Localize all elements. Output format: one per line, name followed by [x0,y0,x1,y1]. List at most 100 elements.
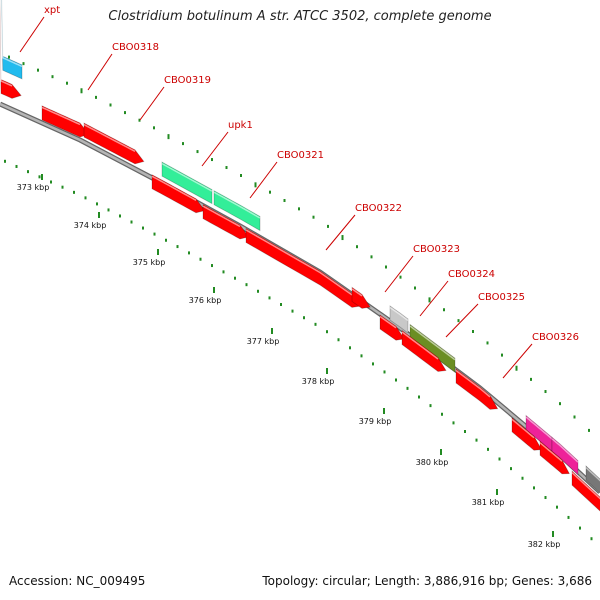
scale-label: 375 kbp [133,258,166,267]
gene-pink-2 [551,436,579,476]
inner-ruler-tick [464,430,466,433]
inner-ruler-tick [521,476,524,480]
gene-cbo0322-highlight [245,229,353,296]
inner-ruler-tick [590,537,593,541]
scale-major-tick [383,408,385,414]
gene-cbo0322-tail-highlight [351,288,363,297]
inner-ruler-tick [349,346,351,350]
outer-ruler-tick [37,68,39,72]
outer-ruler-tick [66,81,68,85]
gene-pink-2-highlight [551,438,579,463]
inner-ruler-tick [418,395,420,399]
inner-ruler-tick [199,257,202,261]
inner-ruler-tick [510,467,512,471]
scale-major-tick [440,449,442,455]
inner-ruler-tick [188,251,190,255]
inner-ruler-tick [383,370,386,374]
inner-ruler-tick [303,316,305,320]
label-leader-line [87,53,113,91]
outer-ruler-tick [385,265,387,269]
gene-label-cbo0322: CBO0322 [355,203,402,214]
inner-ruler-tick [153,232,156,236]
scale-major-tick [326,368,328,374]
gene-cbo0323 [389,305,409,334]
inner-ruler-tick [280,303,282,306]
gene-cbo0319-highlight [83,123,136,153]
gene-upk1 [161,161,213,205]
scale-label: 373 kbp [17,183,50,192]
gene-cbo0321-b-highlight [202,205,241,228]
outer-ruler-tick [225,166,228,170]
inner-ruler-tick [142,226,144,230]
gene-red-3-highlight [511,418,535,439]
gene-label-xpt: xpt [44,5,60,16]
scale-label: 377 kbp [247,337,280,346]
gene-label-cbo0326: CBO0326 [532,332,579,343]
inner-ruler-tick [498,457,501,461]
outer-ruler-tick [370,255,373,259]
label-leader-line [502,343,533,379]
inner-ruler-tick [107,208,110,212]
label-leader-line [384,255,414,293]
outer-ruler-tick [138,118,141,122]
gene-gray-edge [585,465,600,494]
inner-ruler-tick [475,438,478,442]
gene-red-4-highlight [539,442,563,462]
outer-ruler-tick [283,199,286,203]
outer-ruler-tick [124,111,126,115]
scale-major-tick [157,249,159,255]
outer-ruler-tick [312,215,315,219]
gene-red-edge-2 [571,470,600,512]
outer-ruler-tick [443,308,445,312]
gene-upk1-b [213,190,261,232]
inner-ruler-tick [487,447,489,451]
outer-ruler-tick [559,402,561,406]
inner-ruler-tick [73,190,75,194]
inner-ruler-tick [314,322,317,326]
inner-ruler-tick [84,196,87,200]
outer-ruler-tick [486,341,489,345]
label-leader-line [419,280,449,317]
label-leader-line [201,131,229,167]
gene-label-cbo0325: CBO0325 [478,292,525,303]
gene-upk1-b-highlight [213,191,261,219]
gene-cbo0326-highlight [455,369,491,398]
outer-ruler-tick [573,415,576,419]
scale-label: 380 kbp [416,458,449,467]
scale-label: 374 kbp [74,221,107,230]
outer-ruler-tick [544,390,547,394]
inner-ruler-tick [38,175,41,179]
inner-ruler-tick [441,412,443,416]
gene-cbo0324-r-highlight [379,315,397,329]
outer-ruler-tick [153,126,155,130]
gene-label-cbo0318: CBO0318 [112,42,159,53]
outer-ruler-tick [356,245,358,249]
gene-label-cbo0321: CBO0321 [277,150,324,161]
label-leader-line [325,214,356,251]
inner-ruler-tick [291,309,294,313]
outer-ruler-tick [399,275,402,279]
inner-ruler-tick [533,486,535,490]
inner-ruler-tick [372,362,374,366]
gene-red-edge-highlight [0,0,13,87]
outer-ruler-tick [8,55,10,59]
outer-ruler-tick [530,377,532,381]
outer-ruler-tick [457,319,460,323]
label-leader-line [445,303,479,338]
outer-ruler-tick [298,207,300,211]
inner-ruler-tick [567,515,570,519]
gene-label-upk1: upk1 [228,120,253,131]
scale-major-tick [496,489,498,495]
accession-text: Accession: NC_009495 [9,574,146,588]
outer-ruler-tick [182,142,184,146]
label-leader-line [139,86,165,121]
gene-cbo0321 [151,174,206,214]
inner-ruler-tick [119,214,121,218]
gene-label-cbo0324: CBO0324 [448,269,495,280]
outer-ruler-tick [211,158,213,162]
inner-ruler-tick [579,526,581,530]
inner-ruler-tick [268,296,271,300]
inner-ruler-tick [544,496,547,500]
gene-cbo0321-highlight [151,175,197,201]
